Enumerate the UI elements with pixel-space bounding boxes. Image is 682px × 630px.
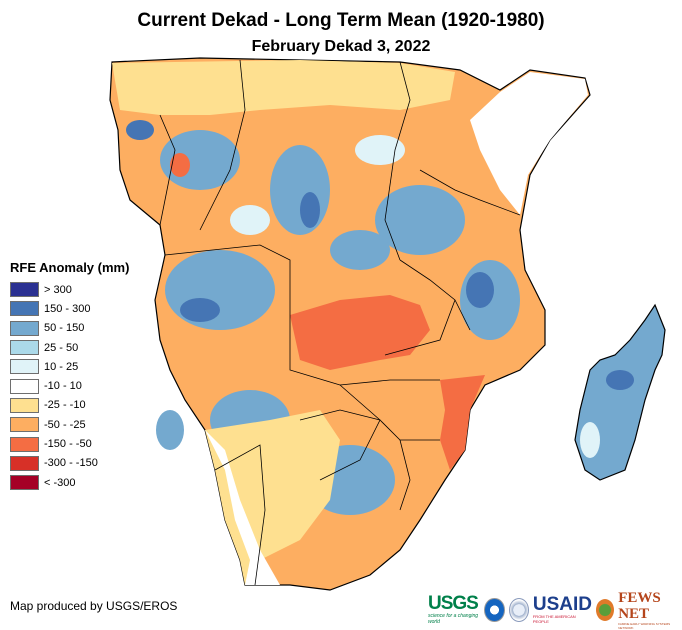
- legend-item: 50 - 150: [10, 319, 129, 338]
- region-east-horn: [470, 72, 588, 215]
- dry-patch-cameroon: [170, 153, 190, 177]
- legend-item: < -300: [10, 473, 129, 492]
- usaid-logo: USAID FROM THE AMERICAN PEOPLE: [532, 594, 592, 624]
- legend-item: -300 - -150: [10, 454, 129, 473]
- legend-label: -150 - -50: [44, 438, 92, 451]
- logo-strip: USGS science for a changing world USAID …: [428, 590, 682, 630]
- legend-swatch: [10, 282, 39, 298]
- legend-title: RFE Anomaly (mm): [10, 260, 130, 275]
- legend-label: > 300: [44, 283, 72, 296]
- legend-swatch: [10, 436, 39, 452]
- map-title: Current Dekad - Long Term Mean (1920-198…: [137, 10, 545, 31]
- strong-wet-patches: [126, 120, 494, 322]
- map-subtitle: February Dekad 3, 2022: [251, 38, 431, 55]
- legend-label: 10 - 25: [44, 360, 79, 373]
- region-southwest: [205, 410, 340, 585]
- fews-net-logo: FEWS NET FAMINE EARLY WARNING SYSTEMS NE…: [618, 590, 682, 630]
- fews-logo-text: FEWS NET: [618, 590, 661, 622]
- usgs-tagline: science for a changing world: [428, 613, 479, 625]
- usgs-logo-text: USGS: [428, 593, 479, 614]
- legend-item: -25 - -10: [10, 396, 129, 415]
- legend-label: -50 - -25: [44, 418, 86, 431]
- country-borders: [159, 59, 521, 586]
- legend: RFE Anomaly (mm) > 300 150 - 300 50 - 150 2…: [10, 260, 129, 492]
- madagascar-light-patch: [580, 422, 600, 458]
- legend-item: > 300: [10, 280, 129, 299]
- legend-label: 25 - 50: [44, 341, 79, 354]
- usaid-logo-text: USAID: [532, 594, 592, 615]
- madagascar-wet-core: [606, 370, 634, 390]
- legend-swatch: [10, 340, 39, 356]
- fews-tagline: FAMINE EARLY WARNING SYSTEMS NETWORK: [618, 622, 671, 630]
- legend-item: 10 - 25: [10, 357, 129, 376]
- legend-label: 150 - 300: [44, 302, 91, 315]
- noaa-logo-icon: [484, 598, 505, 622]
- legend-item: 25 - 50: [10, 338, 129, 357]
- usgs-logo: USGS science for a changing world: [428, 593, 480, 625]
- legend-label: -25 - -10: [44, 399, 86, 412]
- legend-label: -10 - 10: [44, 380, 82, 393]
- legend-swatch: [10, 397, 39, 413]
- region-north-sahel: [112, 60, 455, 115]
- legend-swatch: [10, 455, 39, 471]
- legend-label: -300 - -150: [44, 457, 98, 470]
- map-credit: Map produced by USGS/EROS: [10, 599, 178, 613]
- legend-item: 150 - 300: [10, 299, 129, 318]
- legend-label: 50 - 150: [44, 322, 85, 335]
- region-mozambique-dry: [440, 375, 485, 470]
- legend-item: -50 - -25: [10, 415, 129, 434]
- legend-swatch: [10, 301, 39, 317]
- fews-globe-icon: [595, 599, 615, 621]
- legend-item: -150 - -50: [10, 434, 129, 453]
- legend-label: < -300: [44, 476, 76, 489]
- legend-swatch: [10, 320, 39, 336]
- legend-swatch: [10, 475, 39, 491]
- region-namib-white: [205, 430, 280, 585]
- region-dry-core: [290, 295, 430, 370]
- usaid-tagline: FROM THE AMERICAN PEOPLE: [532, 614, 576, 624]
- usaid-seal-icon: [508, 598, 529, 622]
- legend-swatch: [10, 378, 39, 394]
- legend-swatch: [10, 359, 39, 375]
- legend-swatch: [10, 417, 39, 433]
- legend-item: -10 - 10: [10, 376, 129, 395]
